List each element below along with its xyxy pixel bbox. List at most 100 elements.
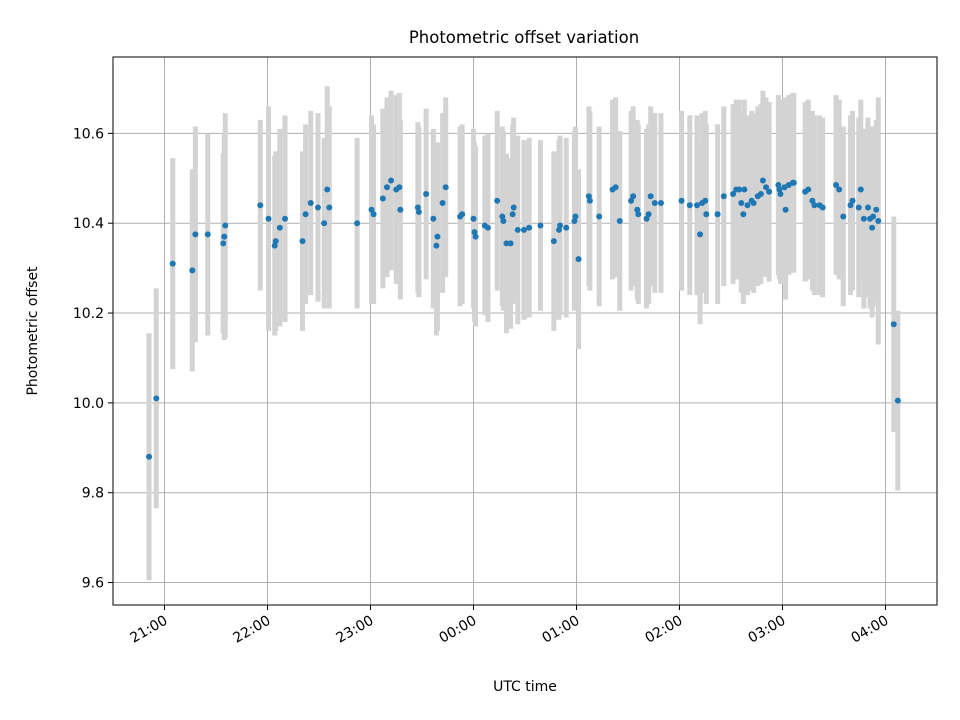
data-point bbox=[439, 199, 446, 206]
data-point bbox=[276, 224, 283, 231]
data-point bbox=[757, 191, 764, 197]
data-point bbox=[686, 202, 693, 209]
data-point bbox=[894, 397, 901, 404]
data-point bbox=[557, 222, 564, 229]
data-point bbox=[714, 211, 721, 218]
data-point bbox=[585, 193, 592, 200]
data-point bbox=[805, 186, 812, 193]
data-point bbox=[645, 211, 652, 218]
data-point bbox=[222, 222, 229, 229]
plot-frame bbox=[112, 56, 938, 606]
data-point bbox=[575, 256, 582, 263]
data-point bbox=[221, 233, 228, 240]
data-point bbox=[571, 217, 578, 224]
data-point bbox=[526, 224, 533, 231]
chart-title: Photometric offset variation bbox=[409, 28, 639, 47]
data-point bbox=[169, 260, 176, 267]
data-point bbox=[510, 204, 517, 211]
data-point bbox=[388, 177, 395, 184]
data-point bbox=[192, 231, 199, 238]
data-point bbox=[782, 206, 789, 213]
data-point bbox=[763, 184, 770, 191]
data-points bbox=[146, 177, 901, 460]
data-point bbox=[414, 204, 421, 211]
data-point bbox=[430, 215, 437, 222]
data-point bbox=[471, 229, 478, 236]
data-point bbox=[657, 199, 664, 206]
data-point bbox=[572, 213, 579, 220]
data-point bbox=[272, 238, 279, 245]
data-point bbox=[396, 184, 403, 191]
y-tick-label: 9.6 bbox=[82, 576, 104, 592]
data-point bbox=[651, 199, 658, 206]
y-axis-label: Photometric offset bbox=[25, 266, 41, 396]
data-point bbox=[678, 197, 685, 204]
data-point bbox=[146, 453, 153, 460]
data-point bbox=[470, 215, 477, 222]
data-point bbox=[730, 191, 737, 197]
data-point bbox=[740, 211, 747, 218]
y-tick-label: 10.2 bbox=[73, 306, 104, 322]
data-point bbox=[744, 202, 751, 209]
data-point bbox=[635, 211, 642, 218]
y-tick-label: 9.8 bbox=[82, 486, 104, 502]
data-point bbox=[833, 182, 840, 189]
data-point bbox=[647, 193, 654, 200]
data-point bbox=[563, 224, 570, 231]
data-point bbox=[271, 242, 278, 249]
data-point bbox=[499, 213, 506, 220]
data-point bbox=[507, 240, 514, 247]
data-point bbox=[368, 206, 375, 213]
data-point bbox=[736, 186, 743, 193]
data-point bbox=[397, 206, 404, 213]
data-point bbox=[503, 240, 510, 247]
data-point bbox=[484, 224, 491, 231]
data-point bbox=[383, 184, 390, 191]
data-point bbox=[697, 231, 704, 238]
data-point bbox=[790, 179, 797, 186]
y-axis-ticks: 9.6 9.8 10.0 10.2 10.4 10.6 bbox=[73, 126, 113, 592]
data-point bbox=[434, 233, 441, 240]
data-point bbox=[302, 211, 309, 218]
data-point bbox=[809, 197, 816, 204]
data-point bbox=[555, 226, 562, 233]
y-tick-label: 10.4 bbox=[73, 216, 104, 232]
data-point bbox=[153, 395, 160, 402]
data-point bbox=[836, 186, 843, 193]
x-axis-label: UTC time bbox=[493, 679, 557, 695]
data-point bbox=[873, 206, 880, 213]
data-point bbox=[514, 226, 521, 233]
data-point bbox=[307, 199, 314, 206]
data-point bbox=[869, 224, 876, 231]
data-point bbox=[776, 186, 783, 193]
y-tick-label: 10.6 bbox=[73, 126, 104, 142]
data-point bbox=[849, 197, 856, 204]
data-point bbox=[189, 267, 196, 274]
data-point bbox=[720, 193, 727, 200]
data-point bbox=[459, 211, 466, 218]
data-point bbox=[321, 220, 328, 227]
data-point bbox=[875, 217, 882, 224]
data-point bbox=[314, 204, 321, 211]
data-point bbox=[433, 242, 440, 249]
data-point bbox=[326, 204, 333, 211]
data-point bbox=[520, 226, 527, 233]
data-point bbox=[423, 191, 430, 197]
data-point bbox=[472, 233, 479, 240]
data-point bbox=[890, 321, 897, 328]
data-point bbox=[777, 191, 784, 197]
data-point bbox=[537, 222, 544, 229]
data-point bbox=[586, 197, 593, 204]
data-point bbox=[741, 186, 748, 193]
data-point bbox=[324, 186, 331, 193]
data-point bbox=[864, 204, 871, 211]
data-point bbox=[775, 182, 782, 189]
data-point bbox=[265, 215, 272, 222]
data-point bbox=[442, 184, 449, 191]
data-point bbox=[509, 211, 516, 218]
data-point bbox=[282, 215, 289, 222]
data-point bbox=[702, 197, 709, 204]
data-point bbox=[634, 206, 641, 213]
